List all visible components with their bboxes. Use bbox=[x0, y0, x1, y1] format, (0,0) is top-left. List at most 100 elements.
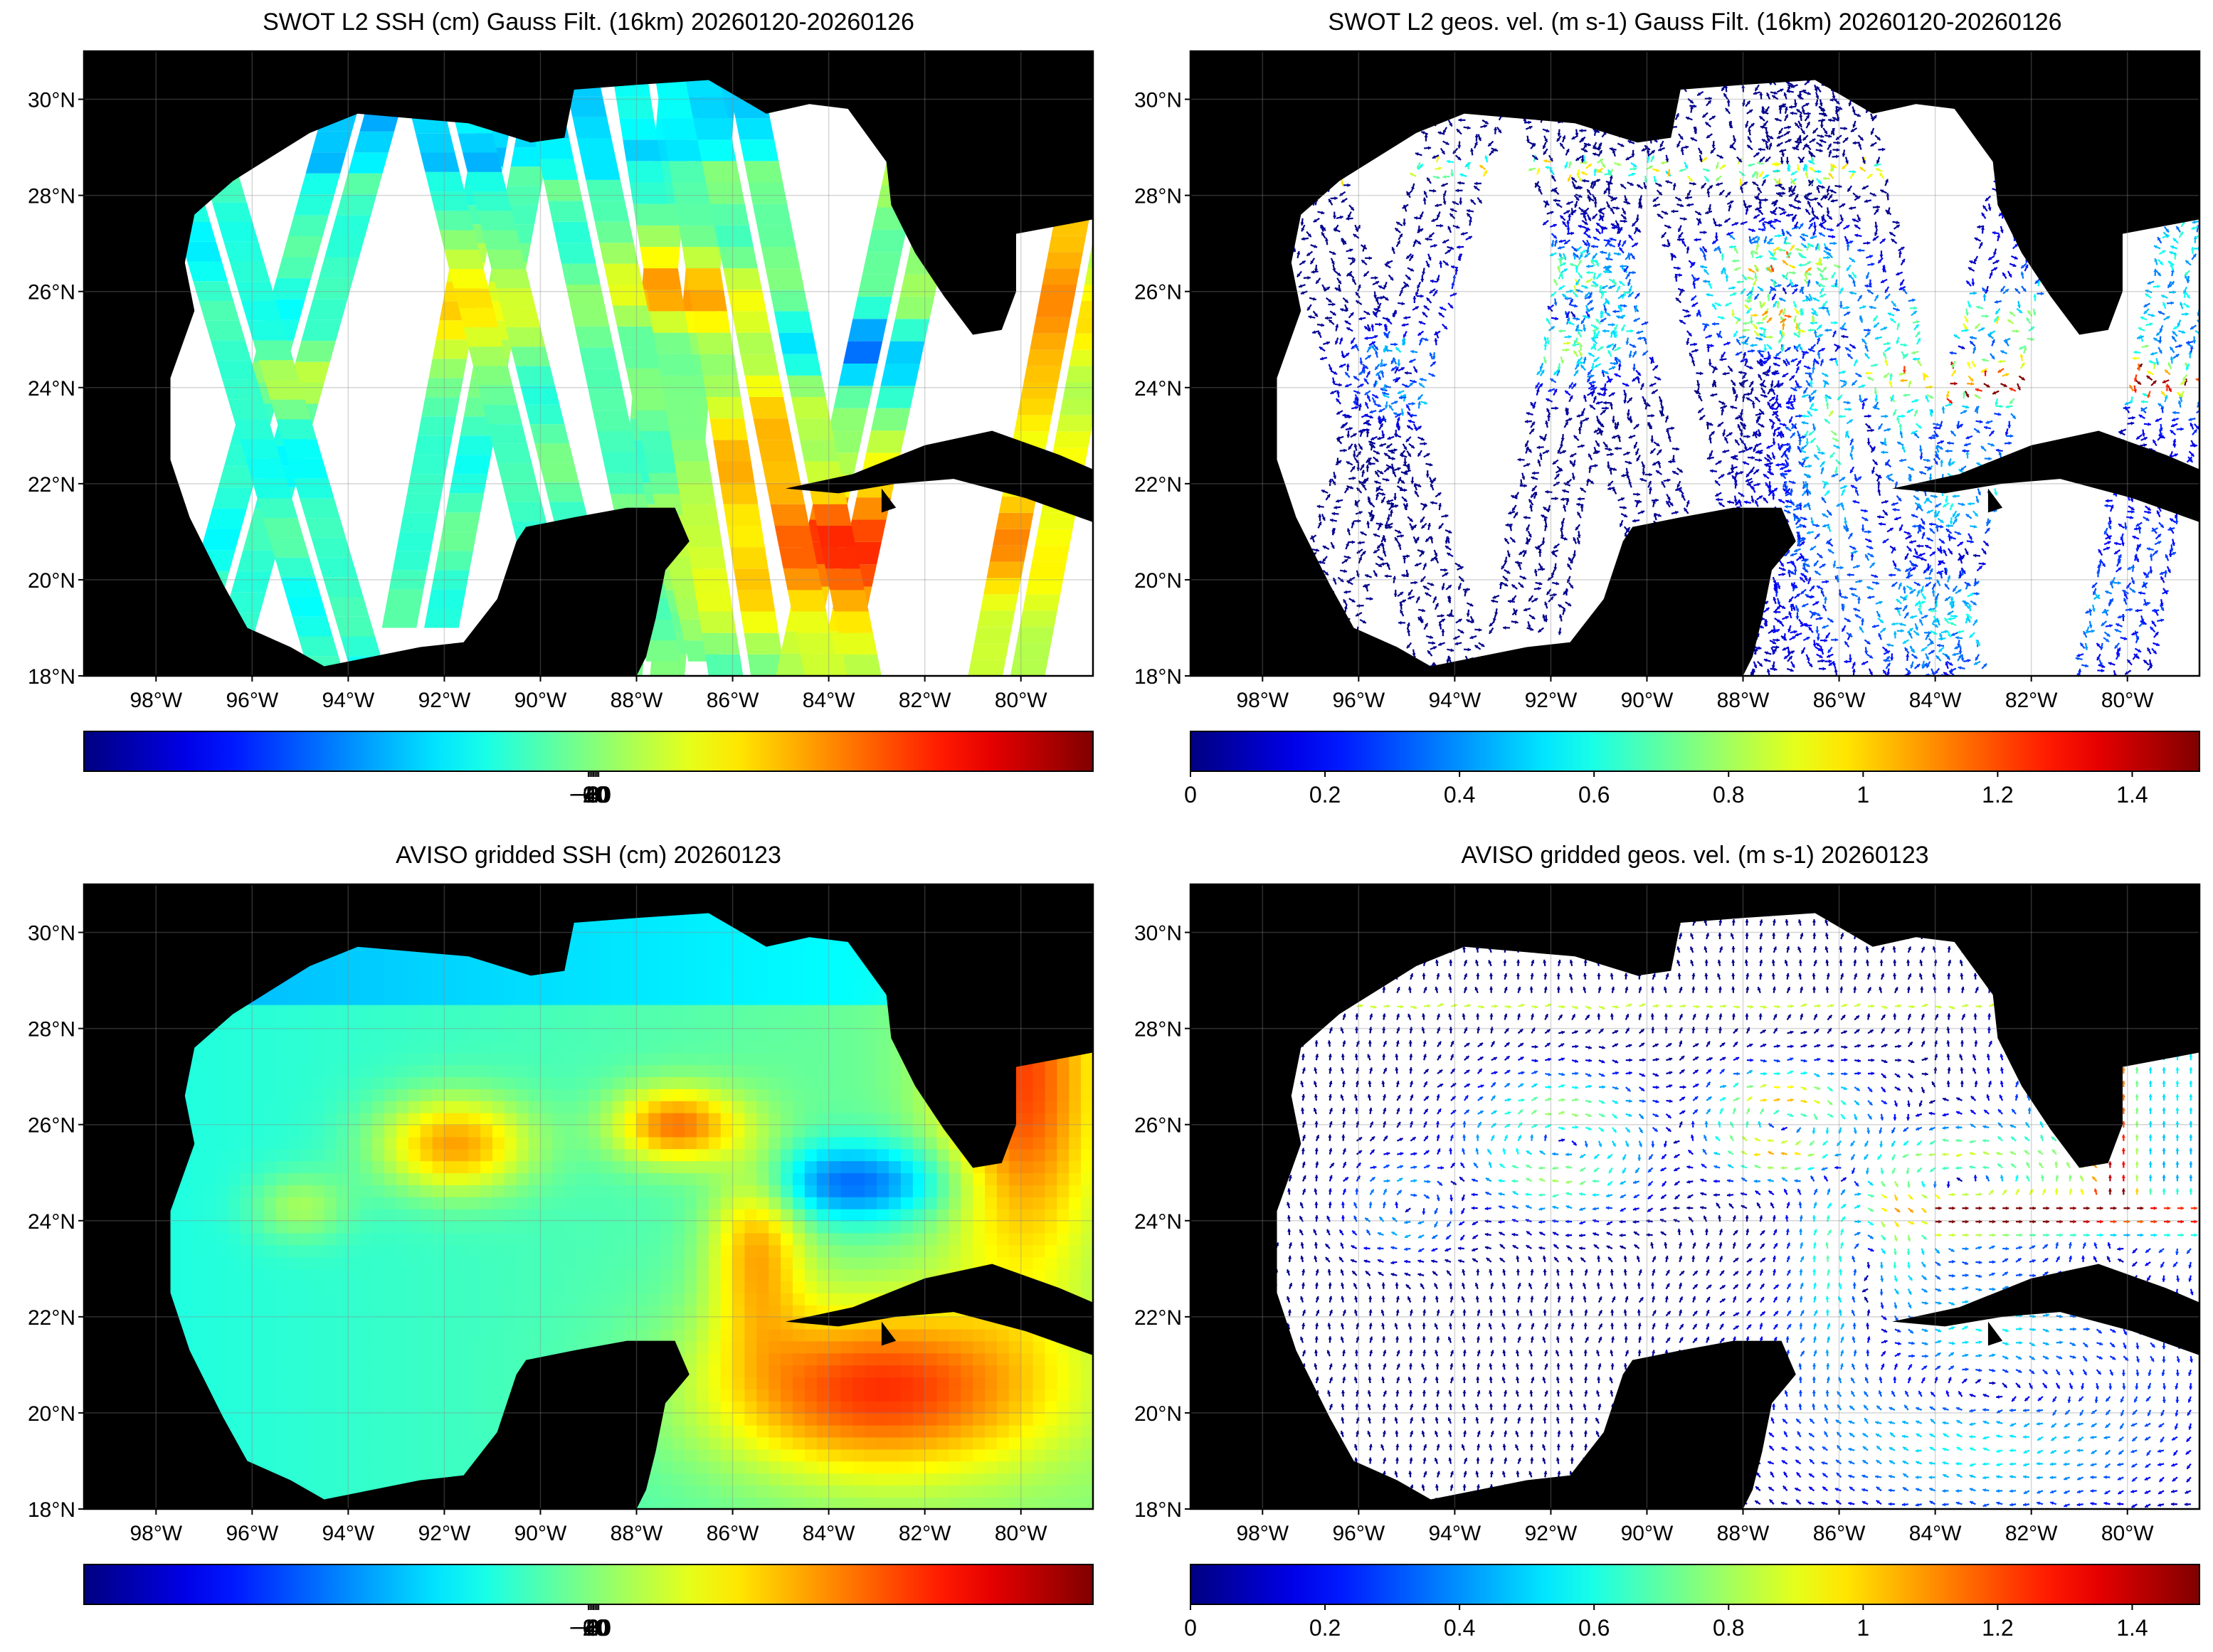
velocity-arrow bbox=[1437, 214, 1440, 218]
velocity-arrow bbox=[1424, 623, 1428, 627]
velocity-arrow bbox=[1326, 287, 1330, 290]
swath-segment bbox=[1016, 627, 1055, 644]
swath-segment bbox=[1065, 366, 1093, 383]
land-island bbox=[785, 430, 1093, 522]
swath-segment bbox=[681, 504, 719, 526]
velocity-arrow bbox=[1345, 383, 1349, 388]
velocity-arrow bbox=[1366, 459, 1370, 463]
velocity-arrow bbox=[1358, 403, 1362, 407]
swath-segment bbox=[894, 296, 935, 319]
swath-segment bbox=[1013, 643, 1052, 660]
swath-segment bbox=[658, 96, 697, 119]
velocity-arrow bbox=[1445, 141, 1449, 145]
velocity-arrow bbox=[1484, 124, 1488, 128]
velocity-arrow bbox=[1394, 433, 1398, 438]
velocity-arrow bbox=[1474, 134, 1479, 137]
velocity-arrow bbox=[1423, 503, 1427, 507]
velocity-arrow bbox=[1343, 599, 1347, 603]
velocity-arrow bbox=[1460, 578, 1464, 582]
swath-segment bbox=[1025, 578, 1064, 595]
velocity-arrow bbox=[1418, 679, 1422, 683]
swath-segment bbox=[769, 290, 809, 312]
velocity-arrow bbox=[1427, 650, 1431, 655]
swath-segment bbox=[472, 191, 512, 211]
velocity-arrow bbox=[1316, 280, 1320, 284]
swath-segment bbox=[568, 96, 608, 117]
velocity-arrow bbox=[1393, 412, 1398, 416]
swath-segment bbox=[290, 361, 330, 383]
velocity-arrow bbox=[1316, 504, 1321, 509]
velocity-arrow bbox=[1449, 122, 1452, 127]
velocity-arrow bbox=[1426, 453, 1430, 457]
swath-segment bbox=[675, 203, 714, 226]
velocity-arrow bbox=[1417, 240, 1421, 245]
swath-segment bbox=[626, 161, 665, 183]
swath-segment bbox=[677, 482, 716, 504]
swath-segment bbox=[702, 161, 741, 183]
velocity-arrow bbox=[1427, 257, 1432, 261]
swath-segment bbox=[774, 525, 814, 548]
velocity-arrow bbox=[1331, 512, 1336, 516]
velocity-arrow bbox=[1412, 401, 1415, 406]
velocity-arrow bbox=[1441, 586, 1445, 591]
velocity-arrow bbox=[1333, 578, 1336, 582]
velocity-arrow bbox=[1380, 295, 1384, 300]
velocity-arrow bbox=[1463, 589, 1468, 593]
velocity-arrow bbox=[1441, 614, 1444, 618]
velocity-arrow bbox=[1321, 517, 1326, 521]
velocity-arrow bbox=[1381, 492, 1385, 496]
velocity-arrow bbox=[1351, 340, 1355, 344]
swath-segment bbox=[548, 201, 587, 222]
swath-segment bbox=[414, 435, 453, 455]
velocity-arrow bbox=[1393, 448, 1398, 452]
swath-segment bbox=[770, 504, 810, 526]
swath-segment bbox=[1072, 333, 1093, 350]
velocity-arrow bbox=[1430, 279, 1434, 283]
swath-segment bbox=[403, 493, 442, 513]
swath-segment bbox=[890, 319, 930, 341]
velocity-arrow bbox=[1406, 404, 1410, 408]
velocity-arrow bbox=[1339, 364, 1343, 368]
swath-segment bbox=[739, 139, 779, 162]
swath-segment bbox=[736, 332, 776, 354]
swath-segment bbox=[468, 346, 508, 366]
lon-tick-label: 90°W bbox=[514, 689, 567, 712]
velocity-arrow bbox=[1385, 260, 1390, 265]
swath-segment bbox=[311, 131, 352, 153]
velocity-arrow bbox=[1395, 504, 1398, 508]
velocity-arrow bbox=[1394, 401, 1398, 405]
velocity-arrow bbox=[1346, 528, 1351, 532]
velocity-arrow bbox=[1450, 208, 1454, 212]
velocity-arrow bbox=[1322, 287, 1326, 291]
velocity-arrow bbox=[1467, 647, 1471, 652]
swath-segment bbox=[503, 186, 542, 206]
swath-segment bbox=[539, 159, 579, 180]
velocity-arrow bbox=[1336, 436, 1341, 440]
swath-segment bbox=[1019, 610, 1057, 628]
velocity-arrow bbox=[1404, 371, 1408, 375]
velocity-arrow bbox=[1367, 500, 1371, 504]
velocity-arrow bbox=[1403, 506, 1407, 510]
velocity-arrow bbox=[1358, 519, 1361, 523]
velocity-arrow bbox=[1412, 295, 1417, 300]
velocity-arrow bbox=[1429, 352, 1433, 356]
swath-segment bbox=[817, 525, 856, 548]
velocity-arrow bbox=[1329, 518, 1333, 522]
velocity-arrow bbox=[1300, 222, 1304, 226]
velocity-arrow bbox=[1406, 554, 1410, 558]
swath-segment bbox=[795, 418, 835, 440]
swath-segment bbox=[744, 161, 783, 183]
velocity-arrow bbox=[1474, 645, 1479, 649]
swath-segment bbox=[501, 307, 541, 327]
swath-segment bbox=[791, 397, 830, 419]
velocity-arrow bbox=[1429, 480, 1433, 484]
velocity-arrow bbox=[1417, 483, 1422, 487]
velocity-arrow bbox=[1346, 364, 1350, 367]
velocity-arrow bbox=[1423, 191, 1427, 195]
velocity-arrow bbox=[1328, 299, 1332, 303]
velocity-arrow bbox=[1375, 493, 1380, 497]
velocity-arrow bbox=[1422, 197, 1427, 201]
velocity-arrow bbox=[1449, 305, 1453, 309]
swath-segment bbox=[608, 285, 648, 306]
velocity-arrow bbox=[1359, 361, 1363, 365]
